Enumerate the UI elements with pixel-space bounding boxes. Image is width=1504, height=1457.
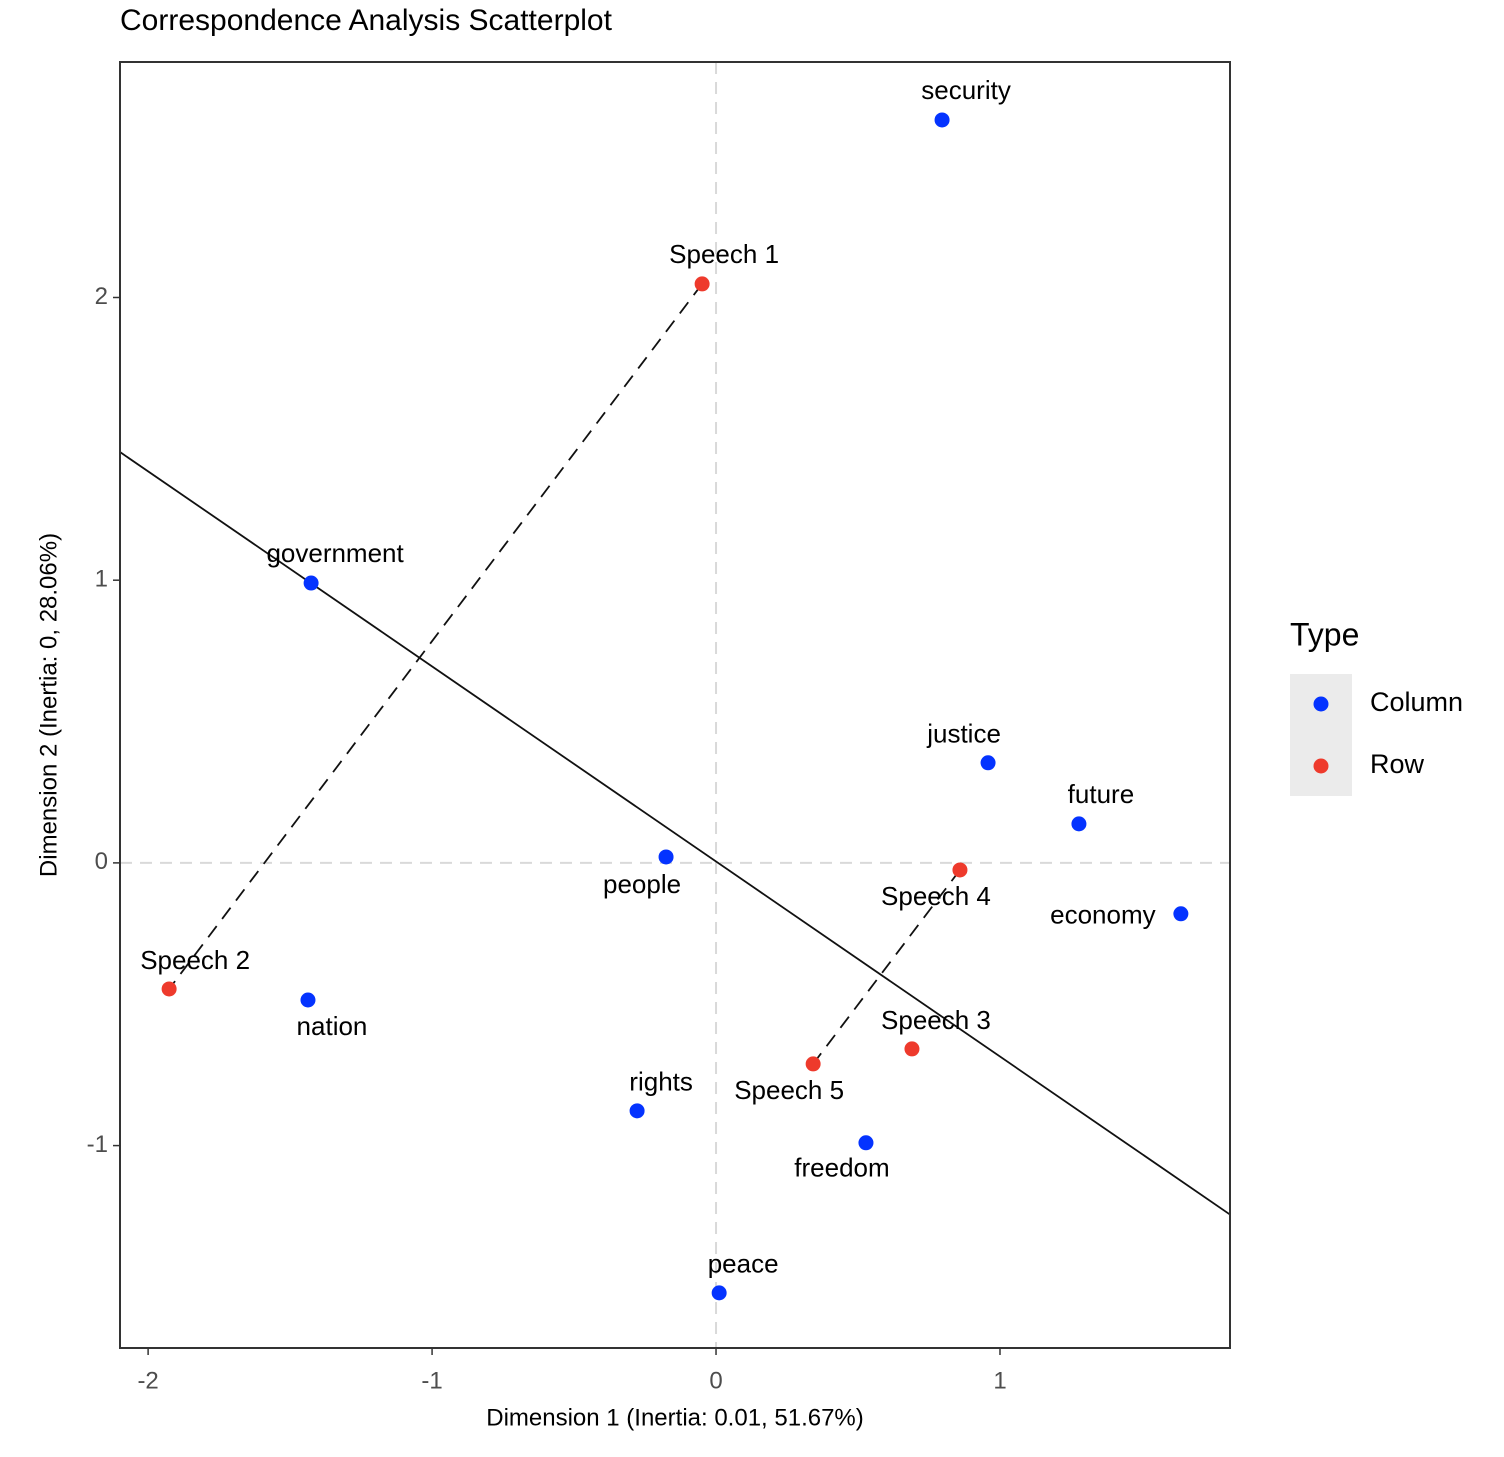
- y-tick-label: 2: [95, 283, 108, 310]
- point-label: peace: [708, 1249, 779, 1279]
- point: [805, 1056, 821, 1072]
- point-label: Speech 3: [881, 1005, 991, 1035]
- point-label: Speech 1: [669, 239, 779, 269]
- point-label: government: [266, 538, 404, 568]
- legend-key: [1313, 758, 1329, 774]
- point-label: nation: [297, 1011, 368, 1041]
- chart-title: Correspondence Analysis Scatterplot: [120, 4, 613, 37]
- point: [629, 1103, 645, 1119]
- x-tick-label: 0: [709, 1367, 722, 1394]
- x-tick-label: 1: [993, 1367, 1006, 1394]
- x-tick-label: -2: [137, 1367, 158, 1394]
- point: [980, 755, 996, 771]
- legend-label: Row: [1370, 749, 1425, 779]
- link-line: [812, 869, 961, 1065]
- legend-label: Column: [1370, 687, 1463, 717]
- y-tick-label: 1: [95, 566, 108, 593]
- point: [694, 276, 710, 292]
- point: [658, 849, 674, 865]
- point-label: justice: [926, 719, 1001, 749]
- point-label: people: [603, 869, 681, 899]
- y-axis-label: Dimension 2 (Inertia: 0, 28.06%): [35, 533, 62, 877]
- plot-border: [119, 61, 1231, 1349]
- point: [934, 112, 950, 128]
- point: [1071, 816, 1087, 832]
- point-label: freedom: [794, 1153, 889, 1183]
- x-tick-label: -1: [421, 1367, 442, 1394]
- point: [303, 575, 319, 591]
- legend-key-bg: [1290, 674, 1352, 796]
- link-line: [168, 283, 703, 990]
- point-label: Speech 2: [140, 945, 250, 975]
- point: [711, 1285, 727, 1301]
- point-label: Speech 5: [734, 1075, 844, 1105]
- point-label: economy: [1050, 900, 1156, 930]
- point: [300, 992, 316, 1008]
- point-label: Speech 4: [881, 881, 991, 911]
- point: [161, 981, 177, 997]
- point-label: rights: [629, 1067, 693, 1097]
- point: [904, 1041, 920, 1057]
- legend-key: [1313, 696, 1329, 712]
- y-tick-label: 0: [95, 848, 108, 875]
- x-axis-label: Dimension 1 (Inertia: 0.01, 51.67%): [486, 1404, 864, 1431]
- legend-title: Type: [1290, 616, 1359, 652]
- point: [858, 1135, 874, 1151]
- point-label: future: [1068, 779, 1135, 809]
- point-label: security: [921, 75, 1011, 105]
- y-tick-label: -1: [87, 1131, 108, 1158]
- point: [1173, 906, 1189, 922]
- point: [952, 862, 968, 878]
